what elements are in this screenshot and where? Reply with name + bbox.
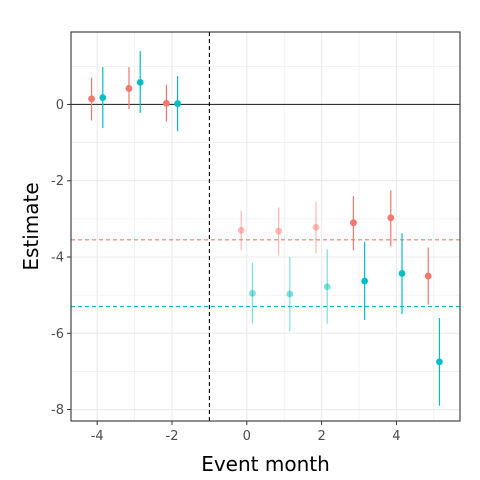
data-point bbox=[275, 227, 282, 235]
data-point bbox=[436, 358, 443, 366]
plot-border bbox=[70, 31, 461, 422]
data-point bbox=[136, 78, 144, 86]
major-gridlines bbox=[71, 32, 460, 421]
data-point bbox=[88, 95, 95, 103]
data-point bbox=[349, 219, 357, 227]
y-tick-label: -4 bbox=[51, 251, 64, 266]
x-tick-label: -2 bbox=[166, 429, 179, 444]
data-point bbox=[237, 226, 245, 234]
data-point bbox=[424, 272, 432, 280]
data-point bbox=[125, 85, 133, 92]
y-tick-label: -2 bbox=[51, 174, 64, 189]
y-axis-title: Estimate bbox=[19, 182, 43, 270]
x-tick-label: 4 bbox=[392, 429, 400, 444]
y-axis: 0 -2 -4 -6 -8 bbox=[51, 98, 71, 418]
data-point bbox=[323, 283, 331, 291]
x-axis-title: Event month bbox=[201, 452, 330, 476]
x-axis: -4 -2 0 2 4 bbox=[91, 421, 401, 444]
data-point bbox=[361, 277, 369, 285]
reference-lines bbox=[71, 32, 460, 421]
x-tick-label: 2 bbox=[317, 429, 325, 444]
data-point bbox=[174, 100, 182, 108]
x-tick-label: 0 bbox=[243, 429, 251, 444]
x-tick-label: -4 bbox=[91, 429, 104, 444]
y-tick-label: 0 bbox=[56, 98, 64, 113]
data-point bbox=[162, 99, 170, 107]
data-point bbox=[286, 290, 294, 298]
data-points bbox=[88, 78, 443, 366]
data-point bbox=[312, 223, 320, 231]
data-point bbox=[398, 270, 406, 277]
minor-gridlines bbox=[71, 32, 460, 421]
plot-area-background bbox=[71, 32, 460, 421]
data-point bbox=[99, 94, 107, 101]
y-tick-label: -8 bbox=[51, 403, 64, 418]
data-point bbox=[249, 289, 256, 297]
y-tick-label: -6 bbox=[51, 327, 64, 342]
data-point bbox=[387, 214, 395, 222]
plot-panel bbox=[70, 31, 461, 422]
